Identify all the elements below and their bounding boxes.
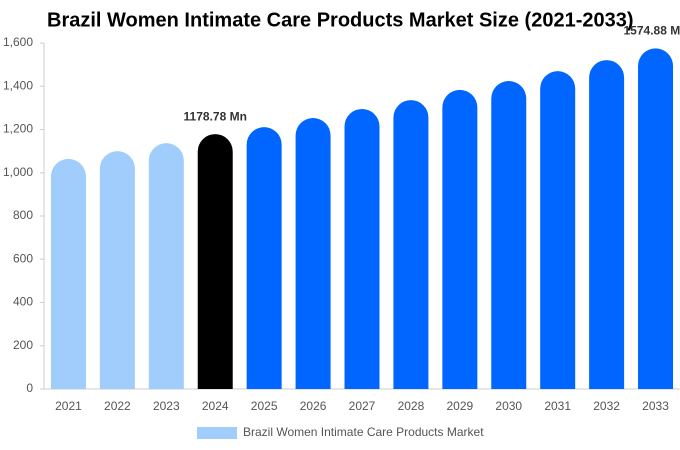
y-tick-label: 1,600	[3, 35, 33, 49]
chart-title: Brazil Women Intimate Care Products Mark…	[47, 9, 634, 31]
bar	[344, 108, 380, 389]
y-tick-label: 800	[13, 208, 33, 222]
bar	[246, 127, 282, 390]
x-tick-label: 2028	[398, 399, 425, 413]
y-tick-label: 1,000	[3, 165, 33, 179]
x-tick-label: 2029	[446, 399, 473, 413]
y-tick-label: 600	[13, 251, 33, 265]
x-tick-label: 2024	[202, 399, 229, 413]
bar	[638, 48, 674, 390]
bar	[491, 81, 527, 389]
bar	[50, 158, 86, 389]
bar	[393, 100, 429, 389]
bar	[540, 71, 576, 390]
data-label: 1178.78 Mn	[184, 109, 247, 123]
bar	[295, 118, 331, 389]
bar	[442, 89, 478, 390]
y-tick-label: 200	[13, 338, 33, 352]
bar	[148, 143, 184, 389]
x-tick-label: 2030	[495, 399, 522, 413]
x-tick-label: 2025	[251, 399, 278, 413]
y-tick-label: 1,400	[3, 78, 33, 92]
x-tick-label: 2031	[544, 399, 571, 413]
bar	[99, 151, 135, 389]
y-tick-label: 400	[13, 295, 33, 309]
legend-label: Brazil Women Intimate Care Products Mark…	[243, 425, 484, 439]
y-tick-label: 1,200	[3, 122, 33, 136]
bar	[589, 60, 625, 390]
x-tick-label: 2022	[104, 399, 131, 413]
x-tick-label: 2027	[349, 399, 376, 413]
x-tick-label: 2021	[55, 399, 82, 413]
legend-swatch	[197, 427, 237, 439]
x-tick-label: 2026	[300, 399, 327, 413]
y-tick-label: 0	[26, 381, 33, 395]
bar	[197, 134, 233, 389]
x-tick-label: 2023	[153, 399, 180, 413]
x-tick-label: 2032	[593, 399, 620, 413]
data-label: 1574.88 Mn	[624, 24, 680, 38]
x-tick-label: 2033	[642, 399, 669, 413]
